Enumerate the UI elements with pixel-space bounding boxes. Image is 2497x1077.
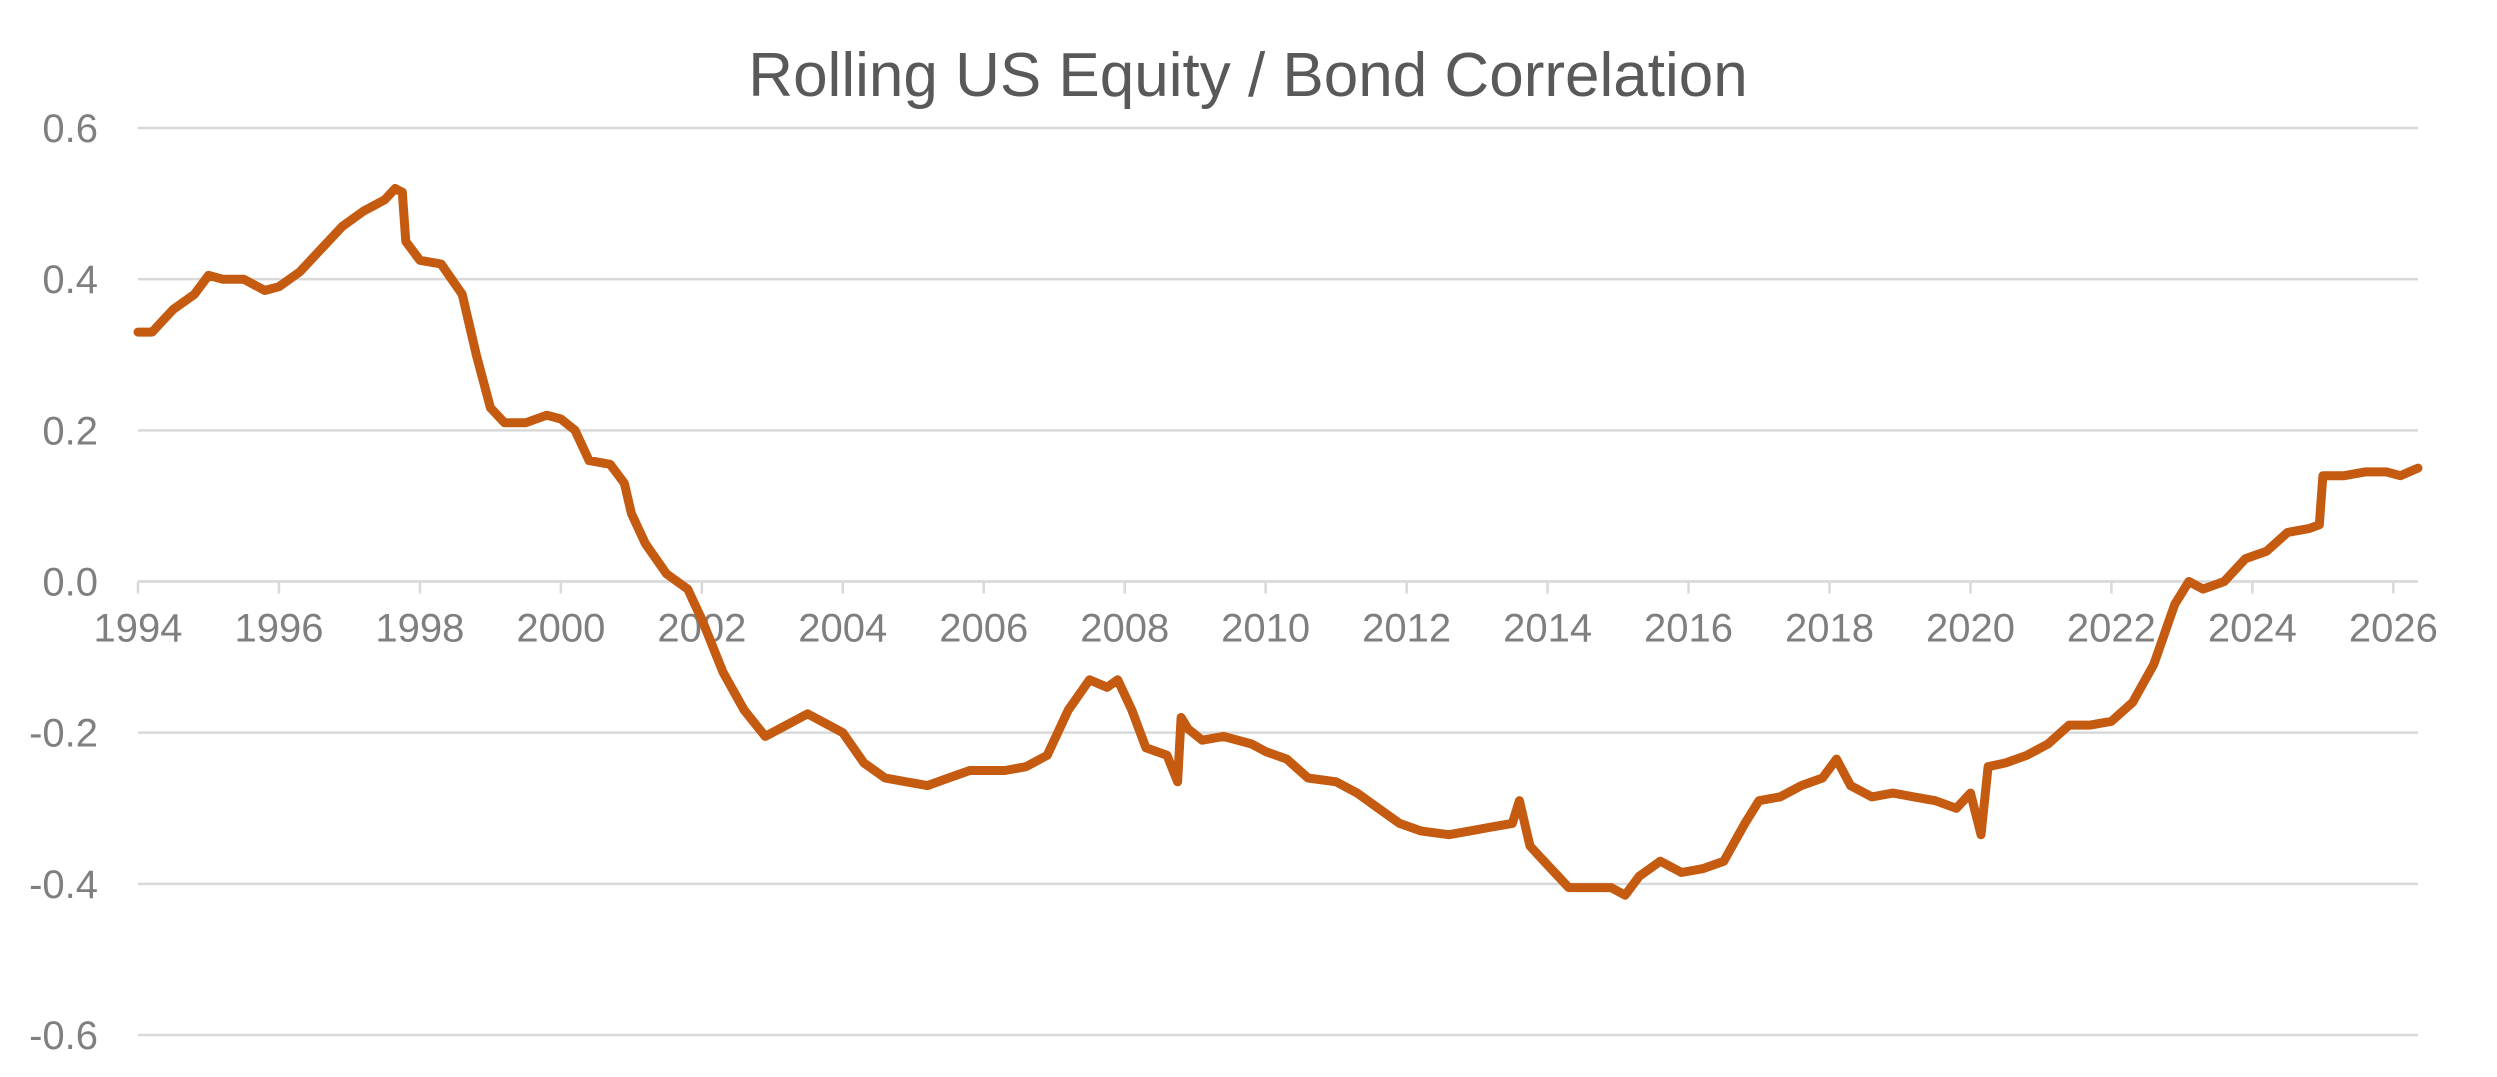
x-tick-label: 2008 <box>1080 607 1169 651</box>
x-tick-label: 2006 <box>939 607 1028 651</box>
y-tick-label: -0.6 <box>29 1014 98 1058</box>
y-tick-label: 0.6 <box>42 107 98 151</box>
x-tick-label: 2000 <box>516 607 605 651</box>
x-tick-label: 2024 <box>2208 607 2297 651</box>
y-tick-label: 0.2 <box>42 409 98 453</box>
x-tick-label: 2016 <box>1644 607 1733 651</box>
x-tick-label: 1996 <box>234 607 323 651</box>
y-tick-label: -0.4 <box>29 863 98 907</box>
x-tick-label: 2018 <box>1785 607 1874 651</box>
x-tick-label: 2004 <box>798 607 887 651</box>
y-tick-label: 0.4 <box>42 258 98 302</box>
x-tick-label: 1994 <box>94 607 183 651</box>
series-layer <box>133 184 2423 900</box>
x-tick-label: 2020 <box>1926 607 2015 651</box>
y-tick-label: 0.0 <box>42 561 98 605</box>
x-tick-label: 1998 <box>375 607 464 651</box>
y-axis-tick-labels: 0.6 0.4 0.2 0.0 -0.2 -0.4 -0.6 <box>29 107 98 1058</box>
x-axis <box>136 580 2418 594</box>
y-tick-label: -0.2 <box>29 712 98 756</box>
x-tick-label: 2012 <box>1362 607 1451 651</box>
x-tick-label: 2014 <box>1503 607 1592 651</box>
series-line <box>133 184 2423 900</box>
chart-title: Rolling US Equity / Bond Correlation <box>748 41 1747 110</box>
x-tick-label: 2022 <box>2067 607 2156 651</box>
x-axis-tick-labels: 1994 1996 1998 2000 2002 2004 2006 2008 2010 2012… <box>94 607 2438 651</box>
x-tick-label: 2026 <box>2349 607 2438 651</box>
x-tick-label: 2010 <box>1221 607 1310 651</box>
